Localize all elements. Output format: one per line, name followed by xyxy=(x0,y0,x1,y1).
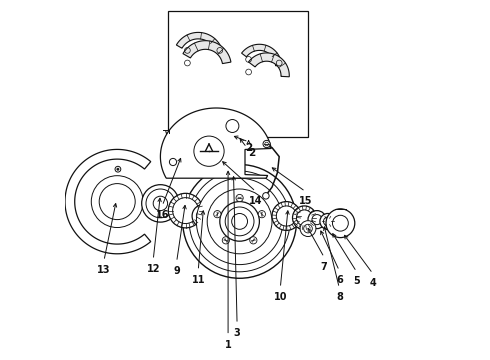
Text: 8: 8 xyxy=(336,292,343,302)
Circle shape xyxy=(146,189,175,218)
Circle shape xyxy=(207,189,272,254)
Text: 7: 7 xyxy=(321,262,328,272)
Circle shape xyxy=(258,211,266,218)
Circle shape xyxy=(192,204,215,228)
Circle shape xyxy=(272,202,301,230)
Circle shape xyxy=(300,221,316,237)
Circle shape xyxy=(142,185,179,222)
Circle shape xyxy=(196,209,211,223)
Circle shape xyxy=(115,166,121,172)
Circle shape xyxy=(263,193,269,199)
Circle shape xyxy=(308,211,326,229)
Text: 2: 2 xyxy=(245,143,252,153)
Circle shape xyxy=(265,142,269,146)
Circle shape xyxy=(214,211,221,218)
Polygon shape xyxy=(160,108,271,178)
Circle shape xyxy=(236,194,243,202)
Circle shape xyxy=(194,136,224,166)
Text: 12: 12 xyxy=(147,264,160,274)
Text: 14: 14 xyxy=(249,196,263,206)
Text: 6: 6 xyxy=(336,275,343,285)
Circle shape xyxy=(170,158,176,166)
Circle shape xyxy=(323,217,332,226)
Text: 2: 2 xyxy=(248,148,256,158)
Circle shape xyxy=(169,193,203,228)
Circle shape xyxy=(293,206,316,230)
Circle shape xyxy=(304,224,312,233)
Circle shape xyxy=(225,207,254,236)
Circle shape xyxy=(222,237,229,244)
Circle shape xyxy=(183,165,296,278)
Polygon shape xyxy=(183,41,231,64)
Polygon shape xyxy=(65,149,151,254)
Circle shape xyxy=(333,215,348,231)
Circle shape xyxy=(312,215,322,225)
Circle shape xyxy=(263,140,270,148)
Circle shape xyxy=(196,178,283,265)
Circle shape xyxy=(320,213,336,229)
Polygon shape xyxy=(176,32,222,53)
Circle shape xyxy=(189,171,290,272)
Text: 4: 4 xyxy=(369,278,376,288)
Text: 15: 15 xyxy=(299,196,312,206)
Text: 16: 16 xyxy=(155,210,169,220)
Circle shape xyxy=(200,212,207,220)
Circle shape xyxy=(326,209,355,238)
Circle shape xyxy=(172,198,198,224)
Text: 5: 5 xyxy=(353,276,360,286)
Text: 13: 13 xyxy=(97,265,111,275)
Circle shape xyxy=(153,196,168,211)
Circle shape xyxy=(226,120,239,132)
Text: 9: 9 xyxy=(173,266,180,276)
Circle shape xyxy=(276,206,296,226)
Text: 11: 11 xyxy=(192,275,205,285)
Circle shape xyxy=(232,213,247,229)
Circle shape xyxy=(250,237,257,244)
Bar xyxy=(168,11,308,137)
Circle shape xyxy=(117,168,119,170)
Text: 10: 10 xyxy=(273,292,287,302)
Text: 3: 3 xyxy=(234,328,241,338)
Circle shape xyxy=(220,202,259,241)
Polygon shape xyxy=(242,44,282,66)
Text: 1: 1 xyxy=(225,340,231,350)
Polygon shape xyxy=(248,53,289,77)
Circle shape xyxy=(296,210,312,226)
